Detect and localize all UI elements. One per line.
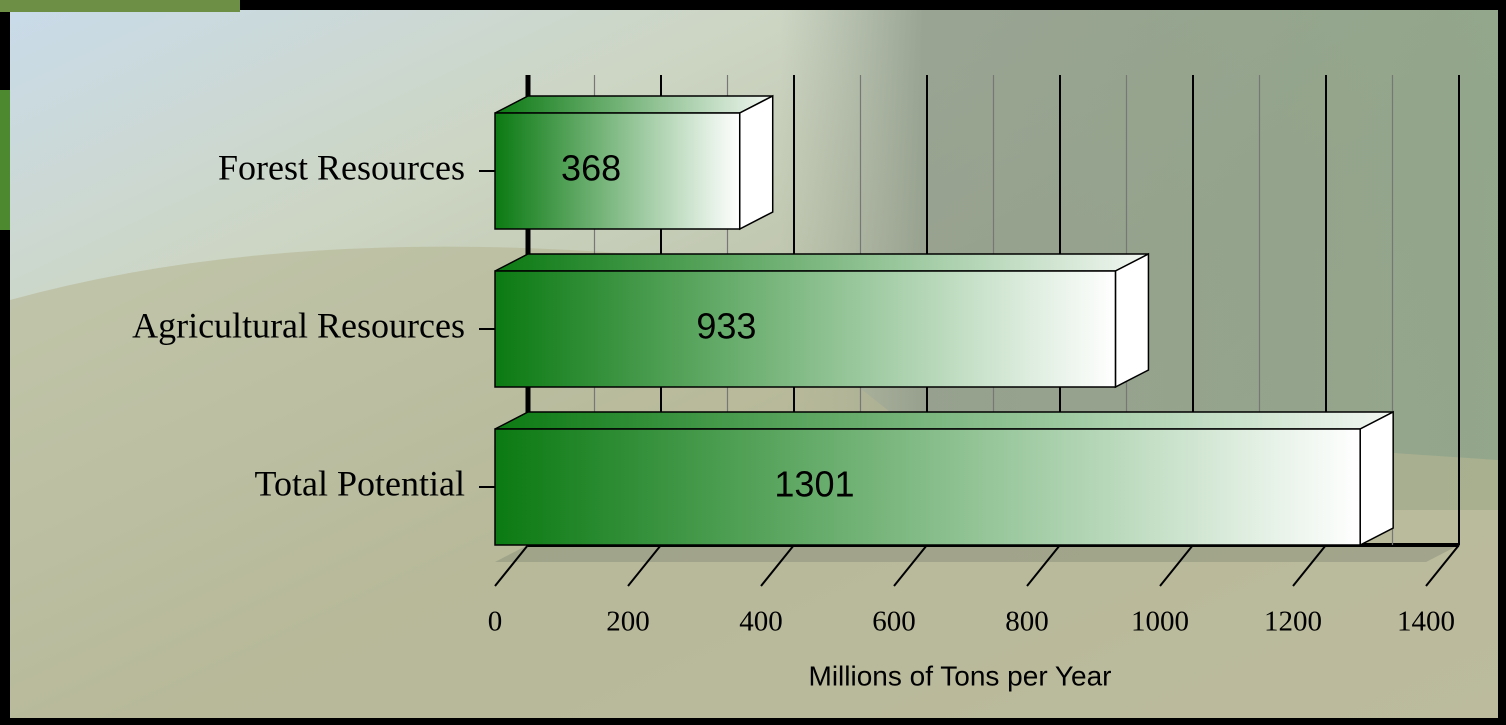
data-label: 933 bbox=[696, 306, 756, 347]
plot: 0 200 400 600 800 1000 1200 1400 368 Forest Resou… bbox=[132, 75, 1460, 638]
bar-top bbox=[494, 411, 1394, 430]
floor bbox=[495, 545, 1459, 562]
y-tick-label: Forest Resources bbox=[218, 147, 465, 187]
x-tick-label: 1400 bbox=[1397, 606, 1455, 638]
data-label: 368 bbox=[561, 148, 621, 189]
data-label: 1301 bbox=[774, 464, 854, 505]
x-tick-label: 800 bbox=[1005, 606, 1049, 638]
bar-side bbox=[1114, 252, 1150, 389]
y-tick-label: Total Potential bbox=[255, 463, 465, 503]
bar-side bbox=[738, 94, 774, 231]
bar-top bbox=[494, 253, 1149, 272]
x-axis-title: Millions of Tons per Year bbox=[809, 660, 1112, 691]
x-tick-label: 1200 bbox=[1264, 606, 1322, 638]
bar bbox=[494, 428, 1361, 546]
x-tick-mark bbox=[760, 544, 795, 587]
x-tick-mark bbox=[1159, 544, 1194, 587]
corner-image bbox=[0, 90, 10, 230]
x-tick-mark bbox=[893, 544, 928, 587]
x-tick-label: 200 bbox=[606, 606, 650, 638]
x-tick-mark bbox=[1026, 544, 1061, 587]
x-tick-label: 400 bbox=[739, 606, 783, 638]
x-tick-label: 0 bbox=[488, 606, 503, 638]
corner-image bbox=[0, 0, 240, 12]
bar bbox=[494, 270, 1117, 388]
y-tick-label: Agricultural Resources bbox=[132, 305, 465, 345]
bar-top bbox=[494, 95, 774, 114]
x-tick-mark bbox=[627, 544, 662, 587]
bar-side bbox=[1359, 410, 1394, 547]
x-tick-mark bbox=[1292, 544, 1327, 587]
x-tick-label: 600 bbox=[872, 606, 916, 638]
bar bbox=[494, 112, 741, 230]
x-tick-mark bbox=[1425, 544, 1460, 587]
x-tick-mark bbox=[494, 544, 529, 587]
x-tick-label: 1000 bbox=[1131, 606, 1189, 638]
